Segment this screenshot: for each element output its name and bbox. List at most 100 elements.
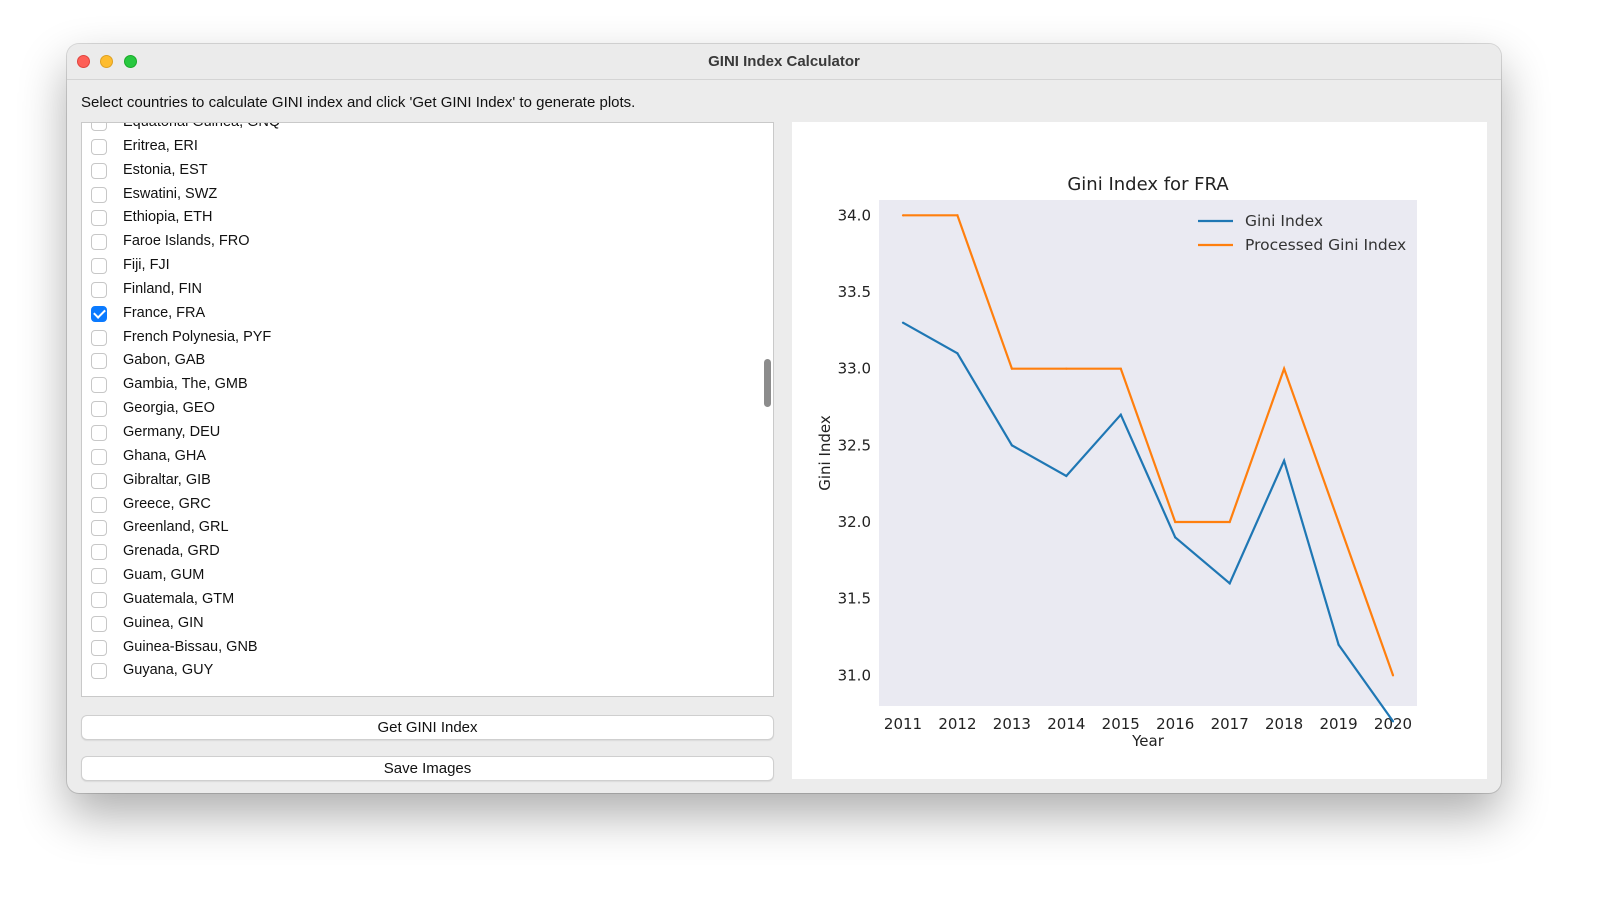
country-list-item[interactable]: Germany, DEU <box>82 421 773 445</box>
country-label: Gambia, The, GMB <box>123 376 248 393</box>
country-label: Ethiopia, ETH <box>123 209 213 226</box>
legend-label: Gini Index <box>1245 212 1323 230</box>
country-label: Estonia, EST <box>123 161 208 178</box>
x-tick-label: 2012 <box>938 715 976 733</box>
series-0-point <box>1010 444 1013 447</box>
x-tick-label: 2013 <box>993 715 1031 733</box>
country-checkbox[interactable] <box>91 138 107 155</box>
country-label: Guatemala, GTM <box>123 590 235 607</box>
country-checkbox[interactable] <box>91 305 107 322</box>
country-checkbox[interactable] <box>91 663 107 680</box>
x-tick-label: 2020 <box>1374 715 1412 733</box>
country-list-item[interactable]: Estonia, EST <box>82 159 773 183</box>
country-checkbox[interactable] <box>91 496 107 513</box>
country-list-item[interactable]: Greenland, GRL <box>82 516 773 540</box>
country-label: Guinea, GIN <box>123 614 204 631</box>
country-label: Guyana, GUY <box>123 662 214 679</box>
country-checkbox[interactable] <box>91 639 107 656</box>
y-tick-label: 31.0 <box>838 666 871 684</box>
country-label: Greenland, GRL <box>123 519 229 536</box>
country-checkbox[interactable] <box>91 615 107 632</box>
series-line-1 <box>903 214 1395 676</box>
country-list-item[interactable]: French Polynesia, PYF <box>82 326 773 350</box>
x-axis-ticks: 2011 2012 2013 2014 2015 2016 2017 2018 2019 2020 <box>884 715 1412 733</box>
save-images-button[interactable]: Save Images <box>81 756 774 781</box>
country-checkbox[interactable] <box>91 123 107 131</box>
country-label: Gibraltar, GIB <box>123 471 211 488</box>
country-checkbox[interactable] <box>91 258 107 275</box>
country-list-item[interactable]: Guinea, GIN <box>82 612 773 636</box>
y-tick-label: 32.5 <box>838 436 871 454</box>
country-list-item[interactable]: Ethiopia, ETH <box>82 206 773 230</box>
country-list-item[interactable]: Guatemala, GTM <box>82 588 773 612</box>
series-1-point <box>1010 367 1013 370</box>
country-list-item[interactable]: Equatorial Guinea, GNQ <box>82 123 773 135</box>
country-list-item[interactable]: Grenada, GRD <box>82 540 773 564</box>
x-tick-label: 2018 <box>1265 715 1303 733</box>
country-checkbox[interactable] <box>91 281 107 298</box>
country-list-item[interactable]: Guam, GUM <box>82 564 773 588</box>
x-tick-label: 2017 <box>1211 715 1249 733</box>
country-list-item[interactable]: Guinea-Bissau, GNB <box>82 636 773 660</box>
country-label: Grenada, GRD <box>123 543 220 560</box>
instructions-label: Select countries to calculate GINI index… <box>81 94 636 111</box>
x-tick-label: 2019 <box>1319 715 1357 733</box>
country-list-item[interactable]: Greece, GRC <box>82 493 773 517</box>
series-line-0 <box>902 321 1394 722</box>
get-gini-index-button[interactable]: Get GINI Index <box>81 715 774 740</box>
country-list-item[interactable]: France, FRA <box>82 302 773 326</box>
zoom-window-button[interactable] <box>124 55 137 68</box>
country-checkbox[interactable] <box>91 520 107 537</box>
country-list-item[interactable]: Fiji, FJI <box>82 254 773 278</box>
country-list-item[interactable]: Georgia, GEO <box>82 397 773 421</box>
country-label: Ghana, GHA <box>123 447 207 464</box>
country-list-item[interactable]: Guyana, GUY <box>82 659 773 683</box>
country-label: Greece, GRC <box>123 495 211 512</box>
close-window-button[interactable] <box>77 55 90 68</box>
country-checkbox[interactable] <box>91 591 107 608</box>
country-checkbox[interactable] <box>91 544 107 561</box>
country-checkbox[interactable] <box>91 377 107 394</box>
y-axis-label: Gini Index <box>816 415 834 491</box>
minimize-window-button[interactable] <box>100 55 113 68</box>
series-0-point <box>1391 720 1395 723</box>
country-list[interactable]: Equatorial Guinea, GNQ Eritrea, ERI Estoni… <box>81 122 774 697</box>
country-checkbox[interactable] <box>91 329 107 346</box>
series-lines <box>901 214 1395 723</box>
country-checkbox[interactable] <box>91 234 107 251</box>
country-list-item[interactable]: Faroe Islands, FRO <box>82 230 773 254</box>
list-scrollbar-thumb[interactable] <box>764 359 771 407</box>
country-checkbox[interactable] <box>91 448 107 465</box>
country-label: Germany, DEU <box>123 423 221 440</box>
country-checkbox[interactable] <box>91 424 107 441</box>
country-checkbox[interactable] <box>91 401 107 418</box>
series-1-point <box>956 214 959 217</box>
country-label: Gabon, GAB <box>123 352 206 369</box>
app-window: GINI Index Calculator Select countries t… <box>67 44 1501 793</box>
country-list-item[interactable]: Eswatini, SWZ <box>82 183 773 207</box>
country-checkbox[interactable] <box>91 353 107 370</box>
country-list-item[interactable]: Gibraltar, GIB <box>82 469 773 493</box>
title-bar: GINI Index Calculator <box>67 44 1501 80</box>
country-checkbox[interactable] <box>91 568 107 585</box>
country-checkbox[interactable] <box>91 186 107 203</box>
country-checkbox[interactable] <box>91 472 107 489</box>
country-checkbox[interactable] <box>91 210 107 227</box>
series-0-point <box>1337 643 1340 646</box>
x-axis-label: Year <box>1131 732 1165 750</box>
series-1-point <box>901 214 905 217</box>
country-label: Georgia, GEO <box>123 400 215 417</box>
series-1-point <box>1337 520 1340 524</box>
country-list-item[interactable]: Ghana, GHA <box>82 445 773 469</box>
country-label: France, FRA <box>123 304 206 321</box>
country-checkbox[interactable] <box>91 162 107 179</box>
plot-area <box>879 200 1417 706</box>
country-list-item[interactable]: Finland, FIN <box>82 278 773 302</box>
country-label: French Polynesia, PYF <box>123 328 272 345</box>
country-list-item[interactable]: Gambia, The, GMB <box>82 373 773 397</box>
country-label: Faroe Islands, FRO <box>123 233 250 250</box>
gini-line-chart: 31.031.532.032.533.033.534.0 2011 2012 201… <box>816 174 1417 750</box>
country-list-item[interactable]: Gabon, GAB <box>82 349 773 373</box>
country-list-item[interactable]: Eritrea, ERI <box>82 135 773 159</box>
series-0-point <box>956 352 959 355</box>
